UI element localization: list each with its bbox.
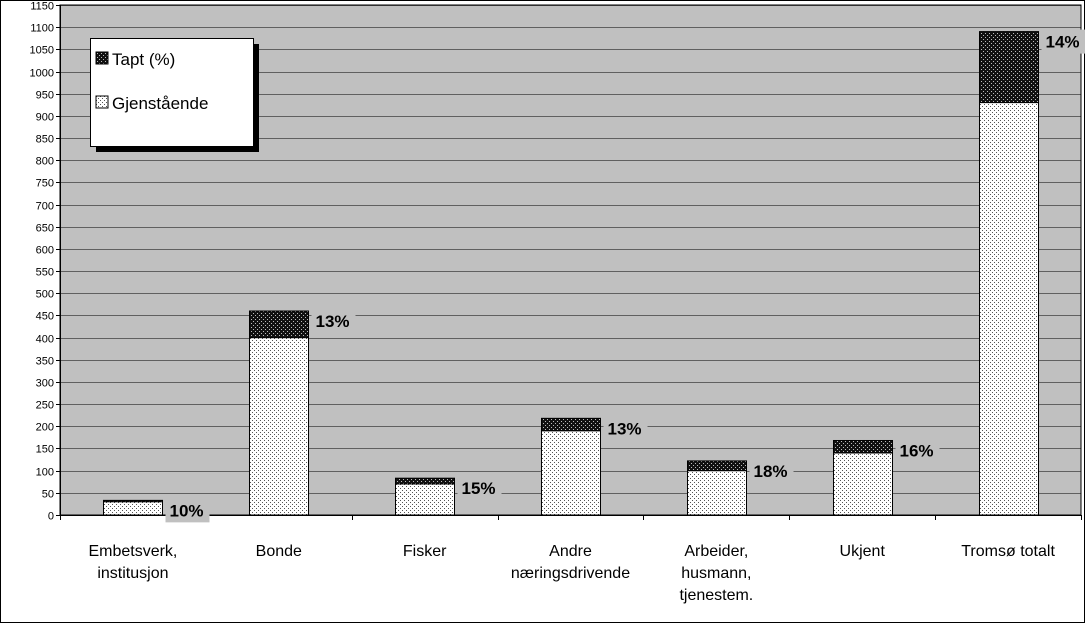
y-tick-label: 500: [36, 289, 54, 301]
bar-tapt: [688, 461, 747, 471]
x-tick-label: Tromsø totalt: [961, 543, 1055, 560]
y-tick-label: 0: [48, 511, 54, 523]
bar-tapt: [396, 478, 455, 484]
percent-label: 18%: [754, 462, 788, 481]
legend-swatch: [96, 96, 108, 108]
y-tick-label: 650: [36, 223, 54, 235]
x-tick-label: Ukjent: [840, 543, 886, 560]
y-tick-label: 250: [36, 400, 54, 412]
y-tick-label: 200: [36, 422, 54, 434]
y-tick-label: 550: [36, 267, 54, 279]
bar-tapt: [104, 500, 163, 501]
percent-label: 10%: [170, 501, 204, 520]
x-tick-label: Fisker: [403, 543, 447, 560]
y-tick-label: 700: [36, 201, 54, 213]
y-tick-label: 800: [36, 156, 54, 168]
y-tick-label: 1050: [30, 45, 54, 57]
y-tick-label: 300: [36, 378, 54, 390]
bar-gjenstaende: [250, 338, 309, 515]
y-tick-label: 950: [36, 90, 54, 102]
y-tick-label: 350: [36, 356, 54, 368]
y-tick-label: 50: [42, 489, 54, 501]
bar-gjenstaende: [542, 431, 601, 515]
bar-tapt: [250, 311, 309, 338]
y-tick-label: 400: [36, 334, 54, 346]
y-tick-label: 750: [36, 178, 54, 190]
bar-tapt: [980, 32, 1039, 103]
y-tick-label: 450: [36, 311, 54, 323]
bar-gjenstaende: [396, 484, 455, 515]
x-tick-label: Bonde: [256, 543, 302, 560]
y-tick-label: 1150: [30, 1, 54, 13]
legend-swatch: [96, 52, 108, 64]
bar-gjenstaende: [688, 471, 747, 515]
y-tick-label: 150: [36, 444, 54, 456]
percent-label: 13%: [316, 312, 350, 331]
bar-gjenstaende: [104, 502, 163, 515]
x-tick-label: Arbeider,husmann,tjenestem.: [679, 543, 753, 604]
percent-label: 13%: [608, 419, 642, 438]
y-tick-label: 900: [36, 112, 54, 124]
bar-tapt: [834, 440, 893, 452]
y-tick-label: 1100: [30, 23, 54, 35]
bar-tapt: [542, 418, 601, 430]
y-tick-label: 850: [36, 134, 54, 146]
bar-gjenstaende: [980, 103, 1039, 515]
y-tick-label: 600: [36, 245, 54, 257]
legend-entry: Gjenstående: [112, 94, 208, 113]
percent-label: 15%: [462, 479, 496, 498]
percent-label: 16%: [900, 441, 934, 460]
y-tick-label: 100: [36, 467, 54, 479]
legend-entry: Tapt (%): [112, 50, 175, 69]
bar-gjenstaende: [834, 453, 893, 515]
y-tick-label: 1000: [30, 68, 54, 80]
percent-label: 14%: [1046, 33, 1080, 52]
